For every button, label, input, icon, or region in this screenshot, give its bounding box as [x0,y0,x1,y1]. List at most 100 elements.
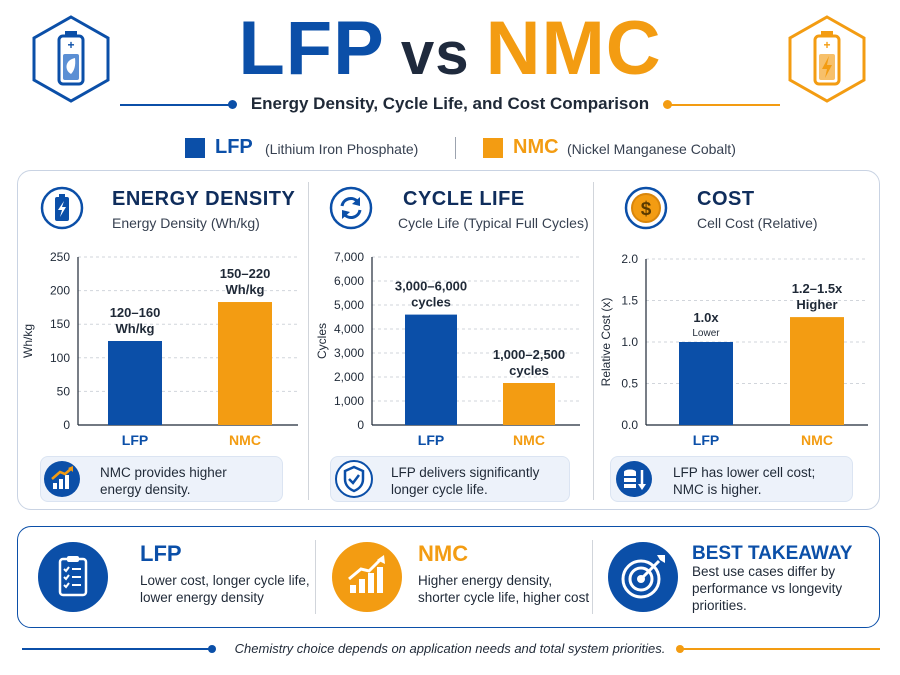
target-arrow-icon [608,542,678,612]
note-energy-text: NMC provides higher energy density. [100,465,227,497]
cycle-arrows-icon [329,186,373,230]
legend-nmc-label: NMC [513,136,559,158]
bar-lfp [108,341,162,425]
y-tick-label: 3,000 [334,346,364,360]
panel-title-cost: COST [697,188,755,210]
y-axis-label: Wh/kg [21,324,35,358]
bar-lfp [679,342,733,425]
legend-lfp-label: LFP [215,136,253,158]
x-category-label: NMC [801,432,833,448]
title-lfp: LFP [238,6,385,91]
y-tick-label: 1.0 [621,335,638,349]
y-tick-label: 7,000 [334,250,364,264]
bar-lfp [405,314,457,425]
y-tick-label: 200 [50,284,70,298]
svg-text:$: $ [641,199,652,220]
data-label: Higher [796,297,837,312]
y-tick-label: 2,000 [334,370,364,384]
y-tick-label: 1,000 [334,394,364,408]
bar-nmc [218,302,272,425]
note-cost-text: LFP has lower cell cost; NMC is higher. [673,465,816,497]
summary-panel [17,526,880,628]
y-tick-label: 100 [50,351,70,365]
y-tick-label: 50 [57,384,71,398]
data-label: Wh/kg [226,282,265,297]
data-label: cycles [411,295,451,310]
data-label: Lower [692,328,720,339]
legend-nmc-swatch [483,138,503,158]
summary-nmc-text: Higher energy density, shorter cycle lif… [418,573,590,605]
y-axis-label: Relative Cost (x) [599,298,613,387]
panel-subtitle-cycle: Cycle Life (Typical Full Cycles) [398,215,589,231]
x-category-label: NMC [513,432,545,448]
summary-divider [315,540,316,614]
panel-title-energy: ENERGY DENSITY [112,188,296,210]
summary-lfp-title: LFP [140,541,182,566]
footer: Chemistry choice depends on application … [0,640,900,660]
cost-chart: 0.0 0.5 1.0 1.5 2.0 Relative Cost (x) LFP 1.0x L… [599,252,868,448]
panel-subtitle-energy: Energy Density (Wh/kg) [112,215,260,231]
y-tick-label: 2.0 [621,252,638,266]
coins-down-icon [616,461,652,497]
lfp-battery-leaf-icon: + [32,15,110,103]
energy-density-chart: 0 50 100 150 200 250 Wh/kg LFP 120–160 Wh/kg NMC 15… [21,250,298,448]
legend-lfp-swatch [185,138,205,158]
charts-panel [17,170,880,510]
panel-subtitle-cost: Cell Cost (Relative) [697,215,818,231]
y-tick-label: 0 [63,418,70,432]
data-label: 1.2–1.5x [792,281,843,296]
x-category-label: LFP [693,432,719,448]
y-tick-label: 6,000 [334,274,364,288]
data-label: cycles [509,363,549,378]
summary-divider [592,540,593,614]
note-cycle-text: LFP delivers significantly longer cycle … [391,465,540,497]
growth-chart-icon [332,542,402,612]
battery-bolt-icon [40,186,84,230]
bar-nmc [503,383,555,425]
summary-takeaway-text: Best use cases differ by performance vs … [692,564,843,613]
data-label: 150–220 [220,266,271,281]
summary-lfp-text: Lower cost, longer cycle life, lower ene… [140,573,310,605]
legend-separator [455,137,456,159]
summary-nmc-title: NMC [418,541,469,566]
data-label: 3,000–6,000 [395,279,467,294]
subtitle: Energy Density, Cycle Life, and Cost Com… [250,94,650,113]
dollar-coin-icon: $ [624,186,668,230]
x-category-label: LFP [122,432,148,448]
y-tick-label: 250 [50,250,70,264]
y-tick-label: 4,000 [334,322,364,336]
data-label: 1.0x [693,310,719,325]
legend-nmc-desc: (Nickel Manganese Cobalt) [567,141,736,157]
cycle-life-chart: 0 1,000 2,000 3,000 4,000 5,000 6,000 7,000 Cycl… [315,250,580,448]
rising-chart-icon [44,461,80,497]
summary-takeaway-title: BEST TAKEAWAY [692,543,853,564]
note-energy [40,456,283,502]
svg-text:+: + [823,38,830,52]
y-tick-label: 0.0 [621,418,638,432]
main-title: LFP vs NMC [0,6,900,97]
panel-divider [308,182,309,500]
panel-title-cycle: CYCLE LIFE [403,188,525,210]
clipboard-checklist-icon [38,542,108,612]
y-tick-label: 1.5 [621,294,638,308]
shield-check-icon [335,460,373,498]
panel-divider [593,182,594,500]
y-tick-label: 150 [50,317,70,331]
x-category-label: NMC [229,432,261,448]
legend-lfp-desc: (Lithium Iron Phosphate) [265,141,419,157]
bar-nmc [790,317,844,425]
legend: LFP (Lithium Iron Phosphate) NMC (Nickel… [0,134,900,162]
title-vs: vs [400,20,470,87]
y-tick-label: 0.5 [621,377,638,391]
svg-text:+: + [67,38,74,52]
y-tick-label: 5,000 [334,298,364,312]
footer-text: Chemistry choice depends on application … [234,641,666,656]
data-label: 1,000–2,500 [493,347,565,362]
nmc-battery-bolt-icon: + [788,15,866,103]
subtitle-row: Energy Density, Cycle Life, and Cost Com… [120,94,780,116]
title-nmc: NMC [485,6,662,91]
y-axis-label: Cycles [315,323,329,359]
y-tick-label: 0 [357,418,364,432]
x-category-label: LFP [418,432,444,448]
data-label: 120–160 [110,305,161,320]
